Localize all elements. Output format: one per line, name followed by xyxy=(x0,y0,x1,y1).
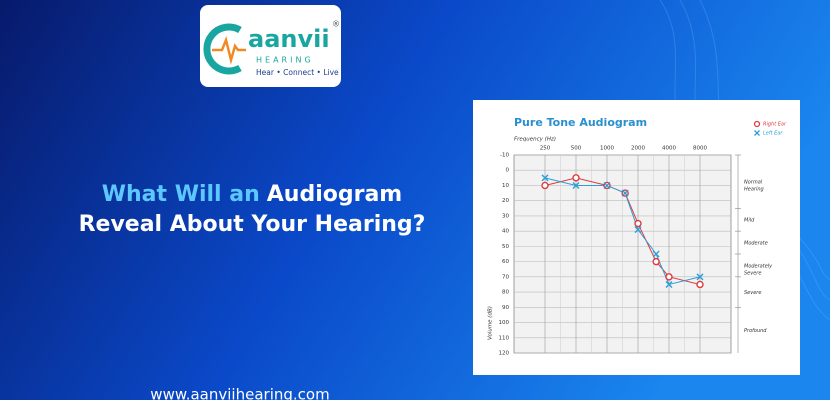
band-label: Normal Hearing xyxy=(744,179,764,192)
logo-ear xyxy=(203,23,242,75)
y-tick-label: 110 xyxy=(499,335,510,341)
legend-label: Left Ear xyxy=(763,131,783,137)
y-tick-label: -10 xyxy=(500,153,509,159)
chart: -10 0 10 20 30 40 50 60 70 80 90 100 110 120 250 500 100… xyxy=(499,120,787,357)
data-point xyxy=(541,181,549,190)
band-label-text: Profound xyxy=(744,328,767,334)
band-label-word: Hearing xyxy=(744,186,764,192)
logo-mark: ® xyxy=(332,20,340,29)
y-tick-label: 30 xyxy=(502,213,509,219)
data-point xyxy=(541,174,549,182)
data-point xyxy=(696,280,704,289)
data-point xyxy=(603,181,611,189)
y-tick-label: 80 xyxy=(502,290,509,296)
logo-pulse xyxy=(212,35,246,65)
band-label-text: Severe xyxy=(744,290,761,296)
y-axis-label: Volume (dB) xyxy=(488,306,494,340)
data-point xyxy=(634,219,642,228)
legend-marker xyxy=(753,120,761,128)
band-label: Mild xyxy=(744,217,755,223)
y-tick-label: 40 xyxy=(502,229,509,235)
y-tick-label: 0 xyxy=(506,168,510,174)
band-label-word: Moderately xyxy=(744,263,773,269)
legend-marker xyxy=(754,130,760,136)
data-point xyxy=(665,280,673,288)
headline-highlight: What Will an xyxy=(102,182,260,207)
headline-line1: What Will an Audiogram xyxy=(102,182,402,207)
legend-label: Right Ear xyxy=(763,122,787,128)
band-label: Profound xyxy=(744,328,767,334)
band-label: Moderate xyxy=(744,240,768,246)
x-tick-label: 4000 xyxy=(662,146,676,152)
logo-name: aanvii xyxy=(248,25,330,53)
x-tick-label: 250 xyxy=(540,146,551,152)
y-tick-label: 90 xyxy=(502,305,509,311)
y-tick-label: 50 xyxy=(502,244,509,250)
data-point xyxy=(652,257,660,266)
band-label-text: Moderate xyxy=(744,240,768,246)
headline-rest: Audiogram xyxy=(267,182,402,207)
band-label-text: Mild xyxy=(744,217,755,223)
band-label: Moderately Severe xyxy=(744,263,773,276)
data-point xyxy=(572,174,580,182)
logo-sub: HEARING xyxy=(256,56,314,65)
data-point xyxy=(621,189,629,197)
x-axis-label: Frequency (Hz) xyxy=(514,137,556,143)
data-point xyxy=(652,250,660,258)
data-point xyxy=(572,181,580,189)
band-label-word: Severe xyxy=(744,270,761,276)
x-tick-label: 500 xyxy=(571,146,582,152)
data-point xyxy=(696,273,704,281)
headline-line2: Reveal About Your Hearing? xyxy=(79,212,426,237)
band-label-word: Normal xyxy=(744,179,763,185)
y-tick-label: 100 xyxy=(499,320,510,326)
y-tick-label: 120 xyxy=(499,351,510,357)
band-label: Severe xyxy=(744,290,761,296)
band-label-text: Moderately Severe xyxy=(744,263,773,276)
x-tick-label: 1000 xyxy=(600,146,614,152)
chart-title: Pure Tone Audiogram xyxy=(514,116,647,129)
logo-tagline: Hear • Connect • Live xyxy=(256,68,339,77)
data-point xyxy=(665,273,673,281)
data-point xyxy=(634,226,642,234)
y-tick-label: 20 xyxy=(502,198,509,204)
y-tick-label: 60 xyxy=(502,259,509,265)
y-tick-label: 10 xyxy=(502,183,509,189)
website: www.aanviihearing.com xyxy=(150,386,329,400)
band-label-text: Normal Hearing xyxy=(744,179,764,192)
x-tick-label: 2000 xyxy=(631,146,645,152)
y-tick-label: 70 xyxy=(502,274,509,280)
x-tick-label: 8000 xyxy=(693,146,707,152)
